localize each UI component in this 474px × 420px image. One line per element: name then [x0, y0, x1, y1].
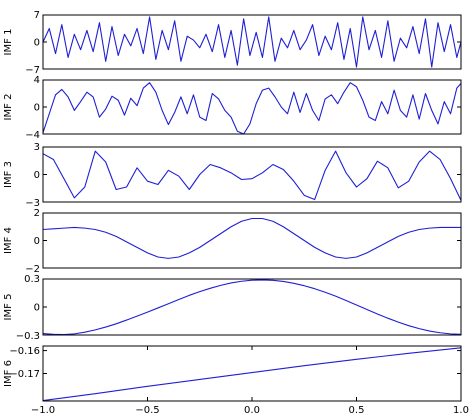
imf-5-ytick-label: 0.3	[24, 274, 40, 285]
imf-2-ytick-label: 4	[34, 75, 40, 86]
imf-2-ylabel: IMF 2	[3, 94, 14, 121]
imf-4-ytick-label: 0	[34, 236, 40, 247]
imf-panel-2: 4 0 −4 IMF 2	[3, 75, 462, 141]
xtick-label: 1.0	[453, 405, 469, 416]
imf-3-ytick-label: 3	[34, 142, 40, 153]
imf-1-line	[42, 16, 462, 68]
imf-panel-3: 3 0 −3 IMF 3	[3, 142, 462, 209]
imf-4-axes-frame	[42, 212, 462, 269]
xtick-label: 0.0	[244, 405, 260, 416]
imf-6-ytick-label: −0.16	[9, 346, 40, 357]
imf-4-ytick-label: −2	[25, 264, 40, 275]
imf-5-ytick-label: 0	[34, 303, 40, 314]
imf-4-ytick-label: 2	[34, 208, 40, 219]
imf-2-ytick-label: −4	[25, 130, 40, 141]
imf-5-ytick-label: −0.3	[16, 331, 40, 342]
imf-2-axes-frame	[42, 79, 462, 135]
imf-5-line	[42, 279, 462, 336]
imf-6-ytick-label: −0.17	[9, 369, 40, 380]
imf-1-ytick-label: 7	[34, 10, 40, 21]
imf-3-ytick-label: −3	[25, 198, 40, 209]
imf-panel-1: 7 0 −7 IMF 1	[3, 10, 462, 76]
imf-6-ylabel: IMF 6	[3, 360, 14, 387]
imf-3-axes-frame	[42, 146, 462, 203]
imf-1-ytick-label: 0	[34, 38, 40, 49]
imf-6-line	[42, 347, 462, 402]
imf-1-ytick-label: −7	[25, 65, 40, 76]
imf-3-line	[42, 150, 462, 201]
imf-2-line	[42, 82, 462, 135]
imf-2-ytick-label: 0	[34, 103, 40, 114]
imf-3-ylabel: IMF 3	[3, 161, 14, 188]
imf-4-line	[42, 217, 461, 259]
xtick-label: −1.0	[31, 405, 55, 416]
imf-1-ylabel: IMF 1	[3, 29, 14, 56]
imf-panel-4: 2 0 −2 IMF 4	[3, 208, 462, 275]
imf-3-ytick-label: 0	[34, 170, 40, 181]
imf-5-ylabel: IMF 5	[3, 294, 14, 321]
xtick-label: 0.5	[349, 405, 365, 416]
imf-4-ylabel: IMF 4	[3, 227, 14, 254]
xtick-label: −0.5	[135, 405, 159, 416]
